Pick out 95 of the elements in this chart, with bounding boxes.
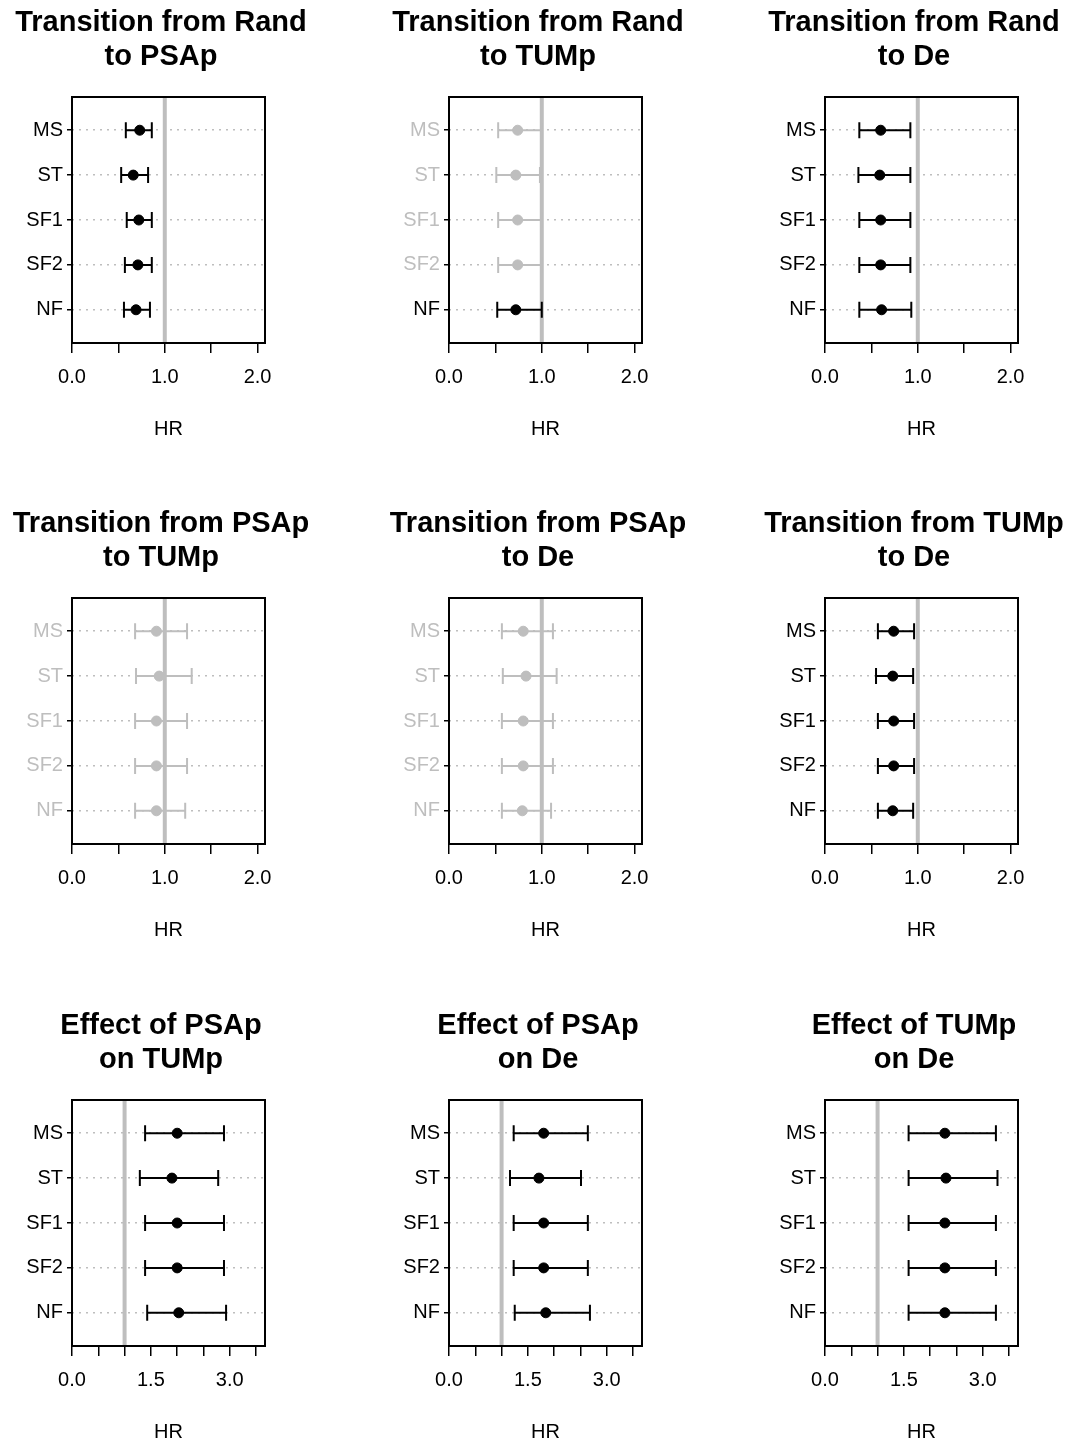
y-tick-label: NF [36,1300,63,1323]
x-tick-label: 0.0 [435,1367,463,1390]
x-tick-label: 3.0 [968,1367,997,1390]
x-tick-label: 2.0 [996,865,1025,888]
x-tick-label: 1.0 [150,865,179,888]
y-tick-label: SF1 [779,207,816,230]
x-axis-title: HR [531,1419,560,1442]
y-tick-label: MS [786,618,816,641]
y-tick-label: SF1 [26,1210,63,1233]
x-tick-label: 0.0 [58,865,86,888]
y-tick-label: NF [36,798,63,821]
y-tick-label: SF2 [403,252,440,275]
x-tick-label: 1.5 [513,1367,542,1390]
y-tick-label: NF [413,798,440,821]
point [133,214,145,226]
x-axis-title: HR [531,416,560,439]
x-axis-title: HR [907,917,936,940]
y-tick-label: MS [33,1120,63,1143]
chart-title: Effect of PSAp on De [436,1007,640,1075]
chart-title: Transition from Rand to De [767,4,1061,72]
y-tick-label: NF [36,297,63,320]
chart-title: Effect of PSAp on TUMp [59,1007,263,1075]
y-tick-label: SF2 [26,1255,63,1278]
y-tick-label: MS [410,618,440,641]
x-axis-title: HR [907,416,936,439]
chart-title: Transition from Rand to PSAp [14,4,308,72]
y-tick-label: SF1 [403,1210,440,1233]
y-tick-label: NF [789,297,816,320]
x-axis-title: HR [154,1419,183,1442]
y-tick-label: MS [410,117,440,140]
x-tick-label: 1.5 [889,1367,918,1390]
x-tick-label: 0.0 [435,865,463,888]
x-tick-label: 2.0 [243,865,272,888]
x-axis-title: HR [154,917,183,940]
y-tick-label: ST [790,663,816,686]
chart-title: Transition from Rand to TUMp [391,4,685,72]
y-tick-label: SF1 [779,708,816,731]
point [132,259,144,271]
y-tick-label: SF2 [403,753,440,776]
chart-title: Effect of TUMp on De [810,1007,1018,1075]
y-tick-label: ST [37,162,63,185]
point [130,304,142,316]
x-tick-label: 0.0 [811,364,839,387]
x-axis-title: HR [531,917,560,940]
y-tick-label: ST [790,162,816,185]
x-tick-label: 2.0 [620,865,649,888]
y-tick-label: NF [413,1300,440,1323]
x-tick-label: 0.0 [58,1367,86,1390]
chart-title: Transition from TUMp to De [763,505,1065,573]
y-tick-label: ST [790,1165,816,1188]
x-tick-label: 0.0 [435,364,463,387]
x-tick-label: 3.0 [215,1367,244,1390]
y-tick-label: MS [33,618,63,641]
point [134,124,146,136]
y-tick-label: SF2 [779,252,816,275]
chart-title: Transition from PSAp to TUMp [11,505,311,573]
x-tick-label: 1.0 [527,865,556,888]
x-tick-label: 1.5 [136,1367,165,1390]
chart-title: Transition from PSAp to De [388,505,688,573]
x-tick-label: 1.0 [903,865,932,888]
y-tick-label: SF2 [779,753,816,776]
y-tick-label: SF1 [779,1210,816,1233]
x-tick-label: 0.0 [811,1367,839,1390]
y-tick-label: NF [789,798,816,821]
y-tick-label: SF1 [403,708,440,731]
x-tick-label: 2.0 [243,364,272,387]
x-tick-label: 1.0 [903,364,932,387]
y-tick-label: NF [789,1300,816,1323]
y-tick-label: MS [786,117,816,140]
x-tick-label: 3.0 [592,1367,621,1390]
y-tick-label: ST [37,1165,63,1188]
y-tick-label: ST [414,162,440,185]
x-tick-label: 2.0 [620,364,649,387]
y-tick-label: ST [414,663,440,686]
x-axis-title: HR [907,1419,936,1442]
x-axis-title: HR [154,416,183,439]
y-tick-label: ST [37,663,63,686]
x-tick-label: 1.0 [527,364,556,387]
y-tick-label: MS [786,1120,816,1143]
y-tick-label: SF2 [403,1255,440,1278]
y-tick-label: SF1 [26,207,63,230]
x-tick-label: 0.0 [811,865,839,888]
x-tick-label: 1.0 [150,364,179,387]
y-tick-label: SF1 [403,207,440,230]
x-tick-label: 0.0 [58,364,86,387]
y-tick-label: SF2 [26,753,63,776]
x-tick-label: 2.0 [996,364,1025,387]
y-tick-label: MS [410,1120,440,1143]
y-tick-label: SF1 [26,708,63,731]
y-tick-label: SF2 [779,1255,816,1278]
y-tick-label: MS [33,117,63,140]
y-tick-label: NF [413,297,440,320]
y-tick-label: ST [414,1165,440,1188]
y-tick-label: SF2 [26,252,63,275]
point [127,169,139,181]
